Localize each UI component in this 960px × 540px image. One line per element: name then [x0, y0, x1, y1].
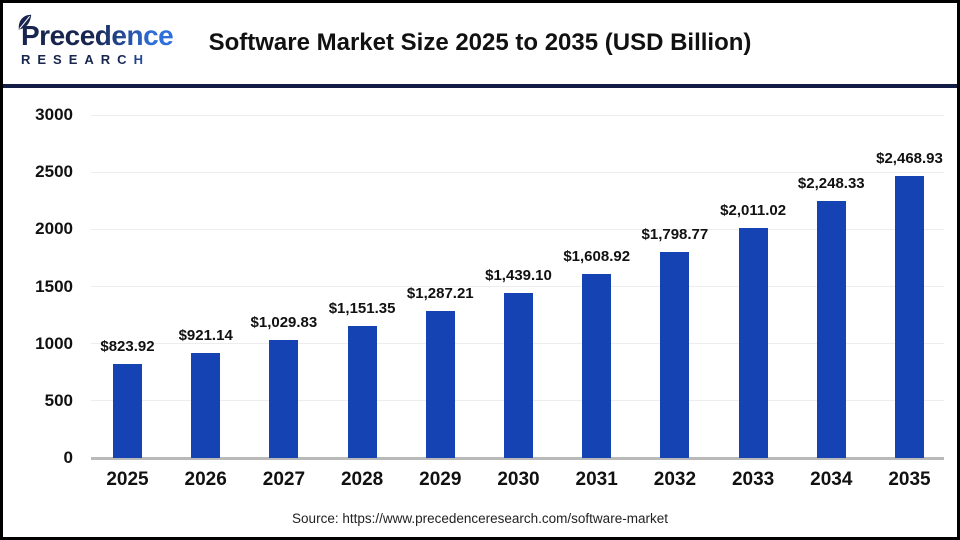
x-axis-label-2031: 2031: [575, 469, 618, 490]
x-axis-label-2028: 2028: [340, 469, 384, 490]
y-axis-tick-0: 0: [63, 448, 73, 467]
gridline-3000: [91, 114, 944, 116]
bar-2028: [347, 326, 377, 458]
value-label-2035: $2,468.93: [876, 149, 943, 167]
bar-2030: [504, 293, 533, 458]
value-label-2031: $1,608.92: [563, 248, 631, 266]
leaf-icon: [18, 14, 32, 30]
x-axis-label-2034: 2034: [810, 469, 853, 490]
value-label-2032: $1,798.77: [641, 226, 709, 244]
value-label-2034: $2,248.33: [797, 174, 865, 192]
y-axis-tick-500: 500: [44, 390, 73, 410]
gridline-2000: [91, 228, 944, 230]
x-axis-label-2026: 2026: [184, 469, 227, 490]
bar-2025: [113, 363, 142, 458]
value-label-2027: $1,029.83: [250, 314, 318, 332]
precedence-research-logo: Precedence RESEARCH: [18, 14, 191, 67]
bar-2034: [816, 200, 846, 458]
y-axis-tick-2500: 2500: [35, 162, 73, 182]
y-axis-tick-3000: 3000: [35, 105, 73, 124]
source-text: Source: https://www.precedenceresearch.c…: [292, 511, 668, 526]
value-label-2033: $2,011.02: [720, 202, 787, 220]
logo-brand-text: Precedence: [18, 14, 191, 51]
header: Precedence RESEARCH Software Market Size…: [3, 3, 957, 84]
x-axis-line: [91, 457, 944, 460]
value-label-2029: $1,287.21: [406, 284, 474, 302]
x-axis-label-2030: 2030: [497, 469, 540, 490]
y-axis-tick-1000: 1000: [35, 333, 73, 353]
value-label-2030: $1,439.10: [485, 267, 552, 285]
x-axis-label-2033: 2033: [731, 469, 775, 490]
x-axis-label-2027: 2027: [262, 469, 306, 490]
header-divider: [3, 84, 957, 88]
x-axis-label-2025: 2025: [106, 469, 149, 490]
bar-2027: [269, 340, 299, 458]
x-axis-label-2035: 2035: [888, 469, 931, 490]
value-label-2026: $921.14: [178, 326, 233, 344]
bar-2035: [895, 175, 924, 458]
software-market-bar-chart: 0 500 1000 1500 2000 2500 3000 $823.92 2025 $921.…: [3, 3, 957, 537]
x-axis-label-2032: 2032: [653, 469, 697, 490]
gridline-2500: [91, 171, 944, 173]
bar-2031: [582, 274, 612, 458]
value-label-2025: $823.92: [100, 337, 155, 355]
bar-2033: [738, 228, 768, 458]
bar-2026: [191, 352, 221, 458]
bar-2032: [660, 252, 690, 458]
page-title: Software Market Size 2025 to 2035 (USD B…: [208, 29, 752, 56]
value-label-2028: $1,151.35: [328, 300, 396, 318]
y-axis-tick-2000: 2000: [35, 219, 73, 239]
gridline-1500: [91, 286, 944, 287]
y-axis-tick-1500: 1500: [35, 276, 73, 296]
logo-subtext: RESEARCH: [21, 52, 191, 67]
bar-2029: [425, 310, 455, 458]
x-axis-label-2029: 2029: [419, 469, 462, 490]
